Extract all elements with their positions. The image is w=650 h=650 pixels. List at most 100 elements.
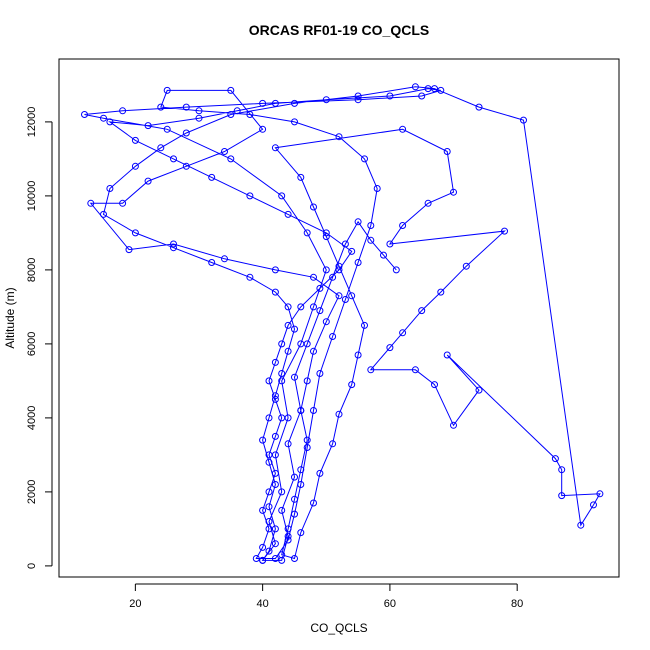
data-point (259, 506, 267, 514)
data-point (520, 116, 527, 124)
data-point (271, 392, 279, 400)
data-point (157, 144, 165, 152)
data-point (431, 85, 438, 93)
data-point (271, 99, 279, 107)
data-point (246, 273, 254, 281)
data-point (271, 358, 279, 366)
data-point (437, 86, 445, 94)
data-point (227, 111, 235, 118)
data-point (271, 288, 279, 296)
data-point (443, 148, 451, 155)
data-point (558, 466, 566, 474)
data-point (297, 481, 305, 488)
data-point (380, 251, 387, 259)
data-point (246, 111, 254, 118)
data-point (144, 177, 152, 185)
data-point (310, 499, 317, 507)
data-point (284, 347, 292, 355)
data-point (316, 284, 324, 292)
data-point (335, 266, 343, 274)
data-point (335, 133, 343, 141)
data-point (163, 125, 171, 133)
data-point (367, 222, 375, 229)
data-point (271, 525, 279, 533)
data-point (361, 321, 368, 329)
x-axis: 20 40 60 80 (129, 583, 523, 610)
data-point (303, 229, 311, 237)
data-point (271, 432, 279, 440)
data-point (329, 440, 337, 448)
data-point (361, 155, 368, 163)
y-axis-label: Altitude (m) (3, 287, 17, 348)
data-point (354, 92, 362, 100)
data-point (278, 506, 286, 514)
data-point (227, 155, 235, 163)
data-point (310, 273, 317, 281)
data-point (265, 547, 273, 555)
y-tick-label: 6000 (26, 332, 38, 356)
data-point (259, 436, 267, 444)
data-point (170, 244, 177, 252)
data-point (291, 325, 298, 333)
data-point (303, 444, 311, 451)
data-point (322, 266, 330, 274)
data-point (278, 377, 286, 385)
data-point (182, 162, 190, 170)
y-tick-label: 0 (26, 563, 38, 569)
data-point (443, 351, 451, 359)
data-point (291, 495, 298, 503)
data-point (303, 377, 311, 385)
y-tick-label: 10000 (26, 181, 38, 212)
data-point (329, 333, 337, 340)
data-point (125, 246, 133, 254)
y-axis: 0 2000 4000 6000 8000 10000 12000 (26, 107, 53, 569)
data-point (284, 525, 292, 533)
data-point (297, 303, 305, 311)
series-layer (81, 83, 604, 564)
data-point (259, 543, 267, 551)
data-point (354, 351, 362, 359)
data-point (297, 466, 305, 474)
data-point (271, 266, 279, 274)
data-point (208, 173, 216, 181)
data-point (87, 199, 95, 207)
data-point (303, 436, 311, 444)
data-point (271, 469, 279, 477)
x-tick-label: 20 (129, 598, 141, 610)
data-point (271, 555, 279, 562)
data-point (119, 199, 127, 207)
data-point (310, 407, 317, 414)
data-point (596, 490, 604, 498)
data-point (411, 366, 419, 374)
data-point (501, 227, 508, 235)
data-point (182, 103, 190, 111)
data-point (265, 518, 273, 525)
data-point (399, 125, 407, 133)
data-point (278, 340, 286, 348)
data-point (341, 296, 349, 303)
data-point (100, 210, 107, 218)
data-point (297, 173, 305, 181)
data-point (271, 481, 279, 488)
data-point (278, 192, 286, 200)
data-point (284, 303, 292, 311)
data-point (373, 185, 381, 192)
data-point (221, 148, 228, 155)
data-point (341, 240, 349, 248)
data-point (195, 114, 203, 122)
x-axis-label: CO_QCLS (310, 621, 367, 635)
data-point (170, 155, 177, 163)
data-point (81, 111, 88, 118)
data-point (106, 185, 114, 192)
data-point (265, 488, 273, 496)
data-point (265, 377, 273, 385)
data-point (399, 222, 407, 229)
data-point (106, 118, 114, 126)
data-point (354, 96, 362, 104)
data-point (418, 92, 426, 100)
data-point (348, 247, 356, 255)
data-point (335, 292, 343, 300)
data-point (278, 488, 286, 496)
data-point (386, 92, 394, 100)
